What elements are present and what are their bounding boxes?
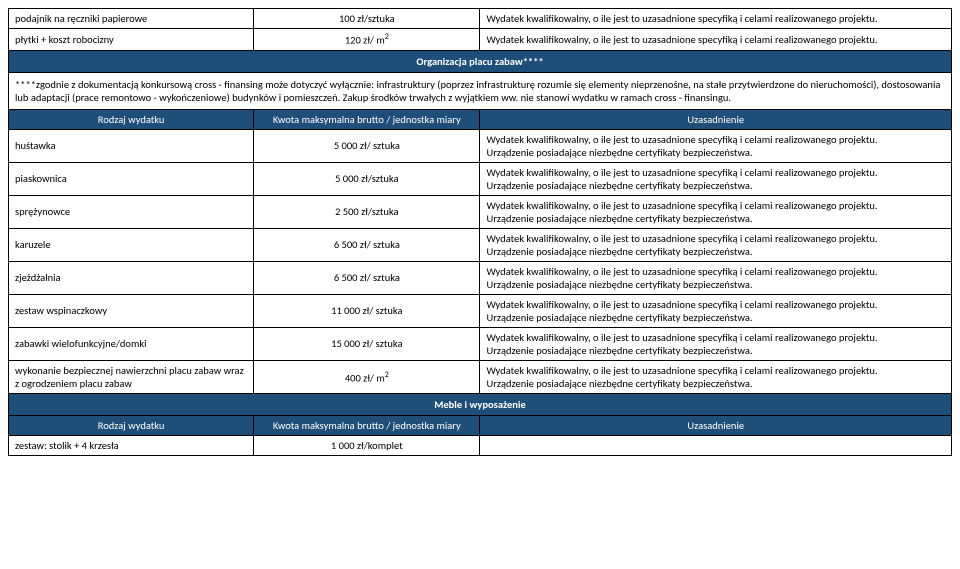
table-row: zabawki wielofunkcyjne/domki 15 000 zł/ …: [9, 327, 952, 360]
item-name: zestaw wspinaczkowy: [9, 294, 254, 327]
item-price: 6 500 zł/ sztuka: [254, 261, 480, 294]
item-price: 15 000 zł/ sztuka: [254, 327, 480, 360]
col-header: Kwota maksymalna brutto / jednostka miar…: [254, 415, 480, 435]
item-name: zabawki wielofunkcyjne/domki: [9, 327, 254, 360]
item-price: 120 zł/ m2: [254, 29, 480, 51]
col-header: Uzasadnienie: [480, 415, 952, 435]
col-header: Uzasadnienie: [480, 109, 952, 129]
table-row: zestaw: stolik + 4 krzesła 1 000 zł/komp…: [9, 435, 952, 455]
section-header: Organizacja placu zabaw****: [9, 50, 952, 72]
item-name: huśtawka: [9, 129, 254, 162]
item-desc: Wydatek kwalifikowalny, o ile jest to uz…: [480, 294, 952, 327]
table-row: huśtawka 5 000 zł/ sztuka Wydatek kwalif…: [9, 129, 952, 162]
table-row: piaskownica 5 000 zł/sztuka Wydatek kwal…: [9, 162, 952, 195]
column-headers: Rodzaj wydatku Kwota maksymalna brutto /…: [9, 415, 952, 435]
item-name: podajnik na ręczniki papierowe: [9, 9, 254, 29]
section-title: Organizacja placu zabaw****: [9, 50, 952, 72]
item-name: wykonanie bezpiecznej nawierzchni placu …: [9, 360, 254, 393]
table-row: płytki + koszt robocizny 120 zł/ m2 Wyda…: [9, 29, 952, 51]
table-row: sprężynowce 2 500 zł/sztuka Wydatek kwal…: [9, 195, 952, 228]
item-desc: Wydatek kwalifikowalny, o ile jest to uz…: [480, 9, 952, 29]
item-price: 5 000 zł/ sztuka: [254, 129, 480, 162]
item-name: zestaw: stolik + 4 krzesła: [9, 435, 254, 455]
item-name: karuzele: [9, 228, 254, 261]
table-row: zestaw wspinaczkowy 11 000 zł/ sztuka Wy…: [9, 294, 952, 327]
item-price: 5 000 zł/sztuka: [254, 162, 480, 195]
item-price: 2 500 zł/sztuka: [254, 195, 480, 228]
item-price: 100 zł/sztuka: [254, 9, 480, 29]
item-name: płytki + koszt robocizny: [9, 29, 254, 51]
item-name: piaskownica: [9, 162, 254, 195]
column-headers: Rodzaj wydatku Kwota maksymalna brutto /…: [9, 109, 952, 129]
item-price: 400 zł/ m2: [254, 360, 480, 393]
section-title: Meble i wyposażenie: [9, 393, 952, 415]
item-desc: Wydatek kwalifikowalny, o ile jest to uz…: [480, 360, 952, 393]
section-note-row: ****zgodnie z dokumentacją konkursową cr…: [9, 72, 952, 109]
item-desc: Wydatek kwalifikowalny, o ile jest to uz…: [480, 327, 952, 360]
table-row: zjeżdżalnia 6 500 zł/ sztuka Wydatek kwa…: [9, 261, 952, 294]
item-desc: Wydatek kwalifikowalny, o ile jest to uz…: [480, 228, 952, 261]
item-desc: Wydatek kwalifikowalny, o ile jest to uz…: [480, 261, 952, 294]
item-name: sprężynowce: [9, 195, 254, 228]
item-price: 1 000 zł/komplet: [254, 435, 480, 455]
item-desc: Wydatek kwalifikowalny, o ile jest to uz…: [480, 29, 952, 51]
item-price: 6 500 zł/ sztuka: [254, 228, 480, 261]
section-header: Meble i wyposażenie: [9, 393, 952, 415]
section-note: ****zgodnie z dokumentacją konkursową cr…: [9, 72, 952, 109]
table-row: karuzele 6 500 zł/ sztuka Wydatek kwalif…: [9, 228, 952, 261]
item-desc: [480, 435, 952, 455]
item-desc: Wydatek kwalifikowalny, o ile jest to uz…: [480, 129, 952, 162]
item-price: 11 000 zł/ sztuka: [254, 294, 480, 327]
item-name: zjeżdżalnia: [9, 261, 254, 294]
col-header: Kwota maksymalna brutto / jednostka miar…: [254, 109, 480, 129]
table-row: wykonanie bezpiecznej nawierzchni placu …: [9, 360, 952, 393]
cost-table: podajnik na ręczniki papierowe 100 zł/sz…: [8, 8, 952, 456]
item-desc: Wydatek kwalifikowalny, o ile jest to uz…: [480, 162, 952, 195]
table-row: podajnik na ręczniki papierowe 100 zł/sz…: [9, 9, 952, 29]
col-header: Rodzaj wydatku: [9, 415, 254, 435]
col-header: Rodzaj wydatku: [9, 109, 254, 129]
item-desc: Wydatek kwalifikowalny, o ile jest to uz…: [480, 195, 952, 228]
